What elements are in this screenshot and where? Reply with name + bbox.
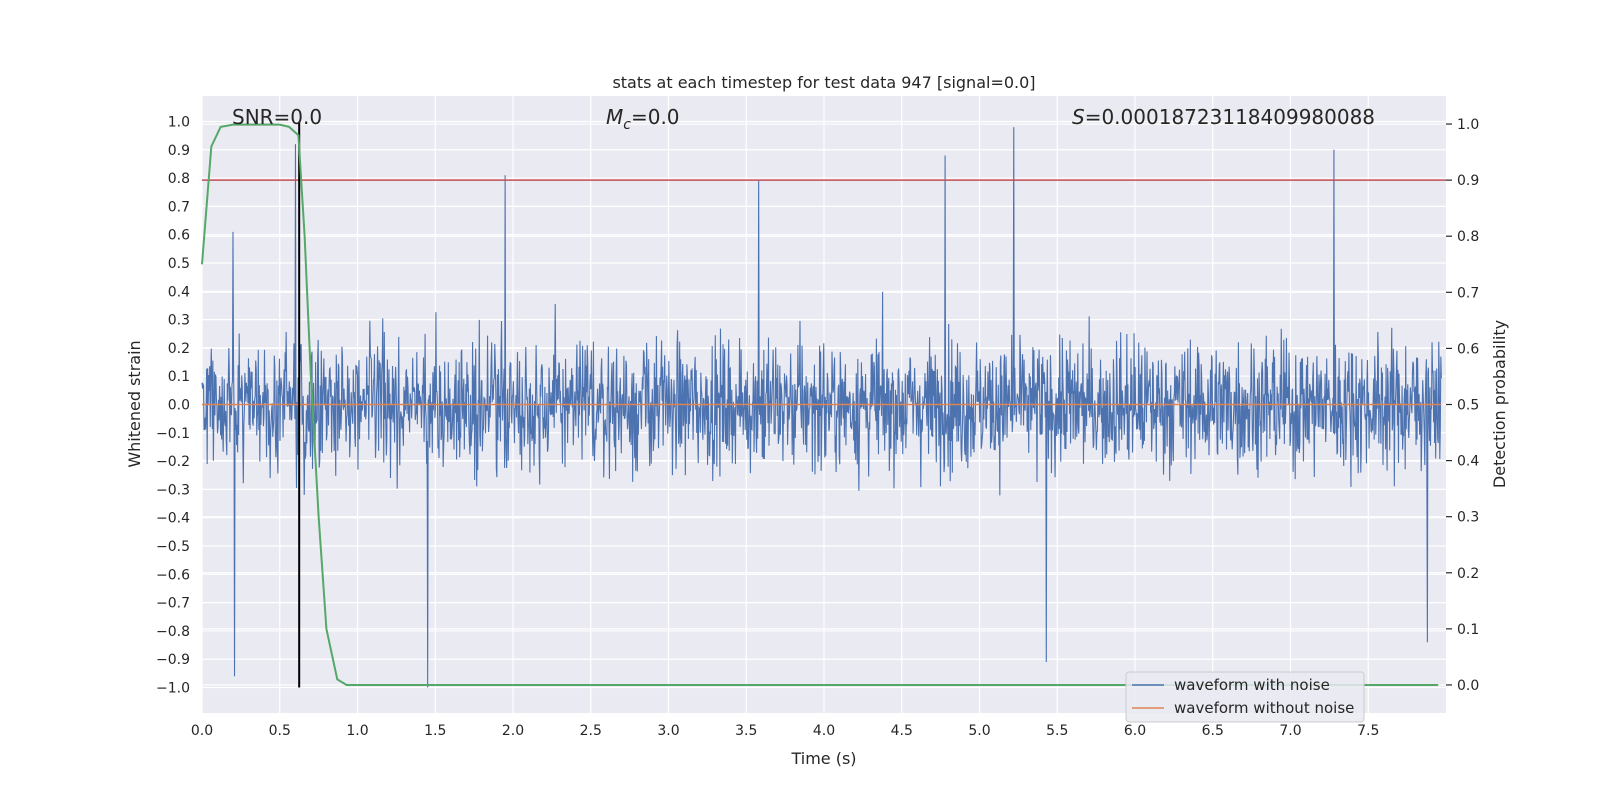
x-tick-label: 4.0 xyxy=(813,723,835,739)
y-tick-label-left: −0.5 xyxy=(156,539,190,555)
y-tick-label-right: 0.5 xyxy=(1457,398,1479,414)
y-tick-label-right: 0.4 xyxy=(1457,454,1479,470)
s-symbol: S xyxy=(1072,105,1085,129)
y-tick-label-left: 0.5 xyxy=(168,256,190,272)
y-tick-label-left: 0.3 xyxy=(168,313,190,329)
x-tick-label: 1.5 xyxy=(424,723,446,739)
axis-ticks: 0.0 0.5 1.0 1.5 2.0 2.5 3.0 3.5 4.0 4.5 5.0 5.5 6.0 6… xyxy=(156,114,1479,739)
y-tick-label-right: 0.9 xyxy=(1457,173,1479,189)
legend-label-clean: waveform without noise xyxy=(1174,699,1354,717)
chirp-mass-symbol: M xyxy=(606,105,623,129)
x-tick-label: 0.5 xyxy=(269,723,291,739)
x-tick-label: 7.0 xyxy=(1279,723,1301,739)
y-tick-label-right: 0.8 xyxy=(1457,229,1479,245)
y-tick-label-left: −0.2 xyxy=(156,454,190,470)
y-tick-label-right: 0.0 xyxy=(1457,678,1479,694)
y-tick-label-right: 0.2 xyxy=(1457,566,1479,582)
x-tick-label: 3.0 xyxy=(657,723,679,739)
y-axis-label-left: Whitened strain xyxy=(125,340,144,467)
s-value: =0.00018723118409980088 xyxy=(1085,105,1375,129)
y-tick-label-right: 0.1 xyxy=(1457,622,1479,638)
x-tick-label: 5.0 xyxy=(968,723,990,739)
x-tick-label: 6.5 xyxy=(1202,723,1224,739)
y-tick-label-left: 0.9 xyxy=(168,143,190,159)
y-tick-label-left: −0.3 xyxy=(156,482,190,498)
s-annotation: S=0.00018723118409980088 xyxy=(1072,105,1375,129)
y-tick-label-right: 0.7 xyxy=(1457,285,1479,301)
y-tick-label-left: −1.0 xyxy=(156,681,190,697)
series-waveform-with-noise xyxy=(201,127,1442,688)
x-tick-label: 2.0 xyxy=(502,723,524,739)
snr-annotation: SNR=0.0 xyxy=(232,105,322,129)
y-tick-label-left: 1.0 xyxy=(168,114,190,130)
x-tick-label: 7.5 xyxy=(1357,723,1379,739)
y-tick-label-left: 0.1 xyxy=(168,369,190,385)
y-tick-label-right: 0.6 xyxy=(1457,341,1479,357)
chirp-mass-value: =0.0 xyxy=(631,105,680,129)
y-tick-label-left: 0.7 xyxy=(168,199,190,215)
x-tick-label: 5.5 xyxy=(1046,723,1068,739)
y-tick-label-left: −0.8 xyxy=(156,624,190,640)
chart-title: stats at each timestep for test data 947… xyxy=(612,73,1035,92)
detection-probability-line xyxy=(201,123,1439,686)
y-tick-label-left: 0.4 xyxy=(168,284,190,300)
y-tick-label-left: −0.9 xyxy=(156,652,190,668)
waveform-with-noise-line xyxy=(201,127,1442,688)
y-tick-label-left: −0.7 xyxy=(156,596,190,612)
series-lines xyxy=(201,121,1446,688)
x-axis-label: Time (s) xyxy=(790,749,856,768)
legend-box xyxy=(1125,671,1365,723)
chirp-mass-subscript: c xyxy=(623,117,631,133)
y-tick-label-left: 0.2 xyxy=(168,341,190,357)
y-tick-label-left: 0.0 xyxy=(168,398,190,414)
y-tick-label-left: −0.6 xyxy=(156,567,190,583)
legend-label-noise: waveform with noise xyxy=(1174,676,1330,694)
y-tick-label-left: −0.1 xyxy=(156,426,190,442)
x-tick-label: 0.0 xyxy=(191,723,213,739)
y-axis-label-right: Detection probability xyxy=(1490,320,1509,488)
legend: waveform with noise waveform without noi… xyxy=(1125,671,1365,723)
y-tick-label-left: 0.8 xyxy=(168,171,190,187)
x-tick-label: 6.0 xyxy=(1124,723,1146,739)
y-tick-label-left: −0.4 xyxy=(156,511,190,527)
x-tick-label: 1.0 xyxy=(346,723,368,739)
chirp-mass-annotation: Mc=0.0 xyxy=(606,105,680,133)
x-tick-label: 2.5 xyxy=(580,723,602,739)
y-tick-label-right: 0.3 xyxy=(1457,510,1479,526)
x-tick-label: 3.5 xyxy=(735,723,757,739)
y-tick-label-left: 0.6 xyxy=(168,228,190,244)
y-tick-label-right: 1.0 xyxy=(1457,117,1479,133)
x-tick-label: 4.5 xyxy=(891,723,913,739)
